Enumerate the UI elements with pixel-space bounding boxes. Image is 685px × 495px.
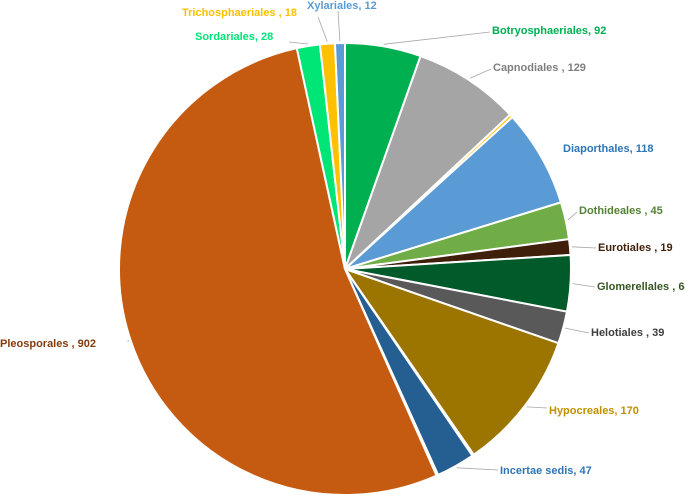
leader-line-eurotiales [571, 246, 597, 249]
leader-line-dothideales [567, 211, 578, 221]
leader-line-capnodiales [469, 68, 492, 79]
leader-line-hypocreales [526, 406, 548, 409]
pie-slice-hypocreales [342, 267, 560, 457]
slice-label-helotiales: Helotiales , 39 [591, 327, 664, 339]
slice-label-trichosphaeriales: Trichosphaeriales , 18 [182, 7, 297, 19]
label-leader-lines [127, 10, 597, 471]
slice-label-hypocreales: Hypocreales, 170 [549, 405, 639, 417]
slice-label-xylariales: Xylariales, 12 [307, 0, 377, 12]
leader-line-xylariales [337, 10, 341, 42]
slice-label-dothideales: Dothideales , 45 [579, 205, 663, 217]
leader-line-botryosphaeriales [383, 31, 491, 45]
slice-label-diaporthales: Diaporthales, 118 [563, 143, 654, 155]
pie-slice-capnodiales [344, 54, 512, 270]
slice-label-botryosphaeriales: Botryosphaeriales, 92 [492, 25, 606, 37]
slice-label-pleosporales: Pleosporales , 902 [0, 338, 96, 350]
slice-label-glomerellales: Glomerellales , 68 [597, 281, 685, 293]
leader-line-sordariales [288, 41, 309, 45]
pie-slices [118, 41, 572, 495]
slice-label-capnodiales: Capnodiales , 129 [493, 62, 586, 74]
leader-line-trichosphaeriales [317, 16, 328, 42]
slice-label-incertae-sedis: Incertae sedis, 47 [500, 465, 592, 477]
slice-labels: Botryosphaeriales, 92 Capnodiales , 129 Di… [0, 0, 685, 477]
leader-line-glomerellales [572, 283, 596, 288]
leader-line-incertae-sedis [456, 467, 499, 471]
pie-slice-xylariales [333, 41, 346, 270]
leader-line-helotiales [565, 327, 590, 334]
pie-slice-pleosporales [118, 47, 438, 495]
slice-label-eurotiales: Eurotiales , 19 [598, 242, 673, 254]
slice-label-sordariales: Sordariales, 28 [195, 31, 273, 43]
